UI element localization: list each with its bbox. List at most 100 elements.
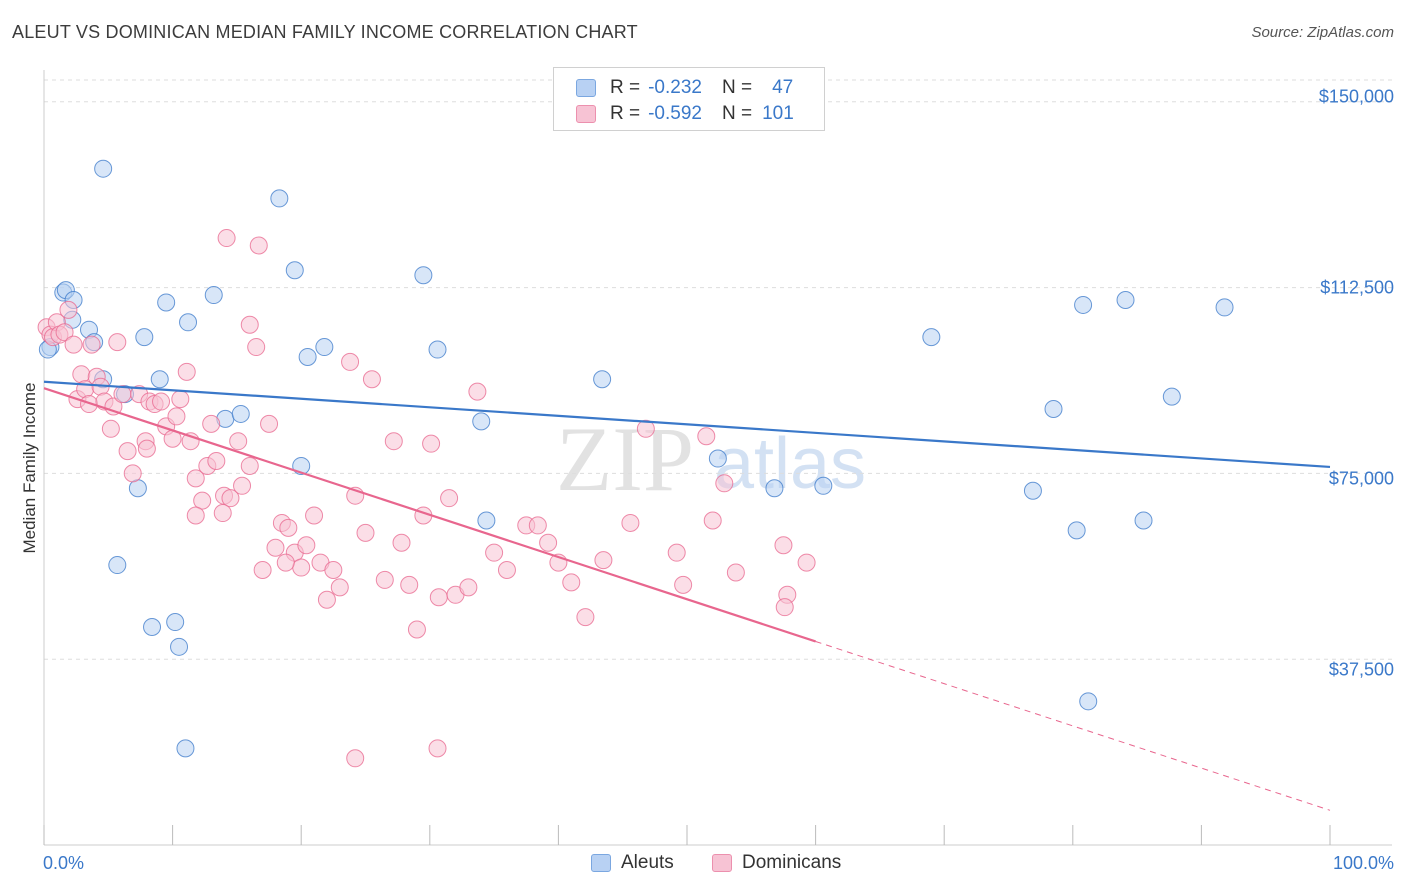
dominican-point [171,390,190,409]
aleut-point [231,404,250,423]
dominican-point [774,536,793,555]
gridlines [44,79,1392,660]
n-value: 101 [762,103,794,124]
dominican-point [221,489,240,508]
aleut-point [1116,290,1135,309]
dominican-point [137,439,156,458]
dominican-point [621,513,640,532]
dominican-point [186,506,205,525]
dominican-point [775,598,794,617]
legend-label-dominicans: Dominicans [742,852,842,873]
aleut-point [157,293,176,312]
aleut-point [922,328,941,347]
aleut-point [1023,481,1042,500]
aleut-point [1162,387,1181,406]
aleut-point [708,449,727,468]
y-tick-label: $37,500 [1328,659,1394,680]
y-axis-label: Median Family Income [20,382,39,554]
dominican-point [233,476,252,495]
chart-title: ALEUT VS DOMINICAN MEDIAN FAMILY INCOME … [12,22,638,42]
dominican-point [55,323,74,342]
dominican-point [539,533,558,552]
zipatlas-watermark: ZIP atlas [556,408,866,510]
dominican-point [167,407,186,426]
aleut-point [176,739,195,758]
aleut-point [315,338,334,357]
dominican-point [279,518,298,537]
r-value: -0.232 [648,77,702,98]
aleut-point [143,617,162,636]
axes [43,70,1392,846]
dominican-point [82,335,101,354]
n-value: 47 [772,77,794,98]
aleut-trend-line [43,380,1331,469]
aleut-point [472,412,491,431]
y-tick-label: $150,000 [1318,86,1394,107]
aleut-point [814,476,833,495]
aleut-point [204,286,223,305]
y-tick-label: $112,500 [1320,277,1394,298]
dominican-point [217,229,236,248]
dominican-point [440,489,459,508]
dominican-point [485,543,504,562]
trend-lines [43,380,1331,811]
legend-item-dominicans[interactable]: Dominicans [712,852,841,874]
dominican-point [576,608,595,627]
aleut-point [1044,399,1063,418]
dominican-point [317,590,336,609]
n-label: N = [721,77,753,98]
dominican-point [104,397,123,416]
dominican-point [292,558,311,577]
x-tick-label-max: 100.0% [1332,853,1394,873]
dominican-point [108,333,127,352]
n-label: N = [721,103,753,124]
dominican-point [468,382,487,401]
watermark-atlas: atlas [714,424,866,504]
dominican-point [384,432,403,451]
dominican-swatch [576,105,596,123]
legend-item-aleuts[interactable]: Aleuts [591,852,674,874]
dominican-point [346,749,365,768]
dominican-point [674,575,693,594]
dominican-point [240,315,259,334]
aleut-point [298,347,317,366]
source-label: Source: ZipAtlas.com [1251,24,1394,41]
dominican-point [276,553,295,572]
dominican-point [177,362,196,381]
aleut-point [477,511,496,530]
dominican-point [253,561,272,580]
dominican-point [703,511,722,530]
aleut-point [270,189,289,208]
dominican-point [715,474,734,493]
dominican-point [407,620,426,639]
dominican-point [375,570,394,589]
r-label: R = [610,103,641,124]
aleut-point [1074,295,1093,314]
dominican-point [497,561,516,580]
watermark-zip: ZIP [556,408,694,510]
aleut-point [593,370,612,389]
aleut-point [1134,511,1153,530]
dominican-point [118,442,137,461]
r-label: R = [610,77,641,98]
dominican-point [528,516,547,535]
dominican-point [362,370,381,389]
dominican-point [297,536,316,555]
dominican-point [667,543,686,562]
dominican-point [428,739,447,758]
aleut-point [1067,521,1086,540]
aleut-points [38,159,1234,758]
dominican-point [562,573,581,592]
dominican-point [400,575,419,594]
dominican-point [240,456,259,475]
dominican-point [260,414,279,433]
dominican-point [202,414,221,433]
aleut-point [170,637,189,656]
dominicans-swatch [712,854,732,872]
dominican-point [429,588,448,607]
dominican-point [186,469,205,488]
legend-label-aleuts: Aleuts [621,852,674,873]
dominican-point [72,365,91,384]
legend-row-dominican: R = -0.592 N = 101 [576,102,794,126]
